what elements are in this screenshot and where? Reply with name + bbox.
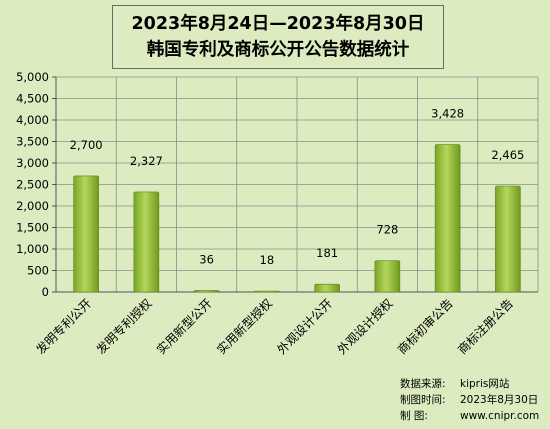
bar	[254, 290, 280, 293]
y-tick-label: 3,000	[16, 156, 49, 170]
value-label: 36	[199, 252, 214, 266]
y-tick-label: 2,500	[16, 178, 49, 192]
maker-key: 制 图:	[400, 410, 428, 422]
y-tick-label: 4,500	[16, 92, 49, 106]
chart-title-line2: 韩国专利及商标公开公告数据统计	[146, 40, 410, 60]
category-label: 外观设计授权	[334, 296, 396, 358]
bar	[495, 185, 521, 293]
category-label: 发明专利授权	[93, 296, 155, 358]
category-label: 实用新型授权	[213, 296, 275, 358]
bar	[133, 191, 160, 293]
y-tick-label: 1,500	[16, 221, 49, 235]
y-tick-label: 0	[42, 285, 49, 299]
bar	[434, 144, 461, 293]
value-label: 728	[376, 223, 398, 237]
value-label: 2,465	[491, 148, 524, 162]
chart-title-box: 2023年8月24日—2023年8月30日 韩国专利及商标公开公告数据统计	[112, 5, 444, 69]
bar	[314, 283, 340, 293]
time-key: 制图时间:	[400, 394, 446, 406]
chart-footer: 数据来源: kipris网站 制图时间: 2023年8月30日 制 图: www.cn…	[400, 376, 546, 424]
time-value: 2023年8月30日	[460, 394, 539, 406]
y-tick-label: 500	[27, 264, 49, 278]
value-label: 3,428	[431, 107, 464, 121]
value-label: 2,700	[70, 138, 103, 152]
category-label: 商标初审公告	[394, 296, 456, 358]
category-label: 发明专利公开	[33, 296, 95, 358]
bar	[193, 290, 220, 293]
bar	[374, 260, 401, 293]
value-label: 18	[260, 253, 275, 267]
source-value: kipris网站	[460, 378, 510, 390]
value-label: 181	[316, 246, 338, 260]
category-label: 商标注册公告	[454, 296, 516, 358]
value-label: 2,327	[130, 154, 163, 168]
maker-value: www.cnipr.com	[460, 410, 540, 422]
bar	[73, 175, 99, 293]
y-tick-label: 4,000	[16, 113, 49, 127]
y-tick-label: 2,000	[16, 199, 49, 213]
chart-title-line1: 2023年8月24日—2023年8月30日	[131, 14, 425, 34]
source-key: 数据来源:	[400, 378, 446, 390]
category-label: 外观设计公开	[274, 296, 335, 357]
category-label: 实用新型公开	[153, 296, 215, 358]
y-tick-label: 3,500	[16, 135, 49, 149]
y-tick-label: 1,000	[16, 242, 49, 256]
y-tick-label: 5,000	[16, 70, 49, 84]
